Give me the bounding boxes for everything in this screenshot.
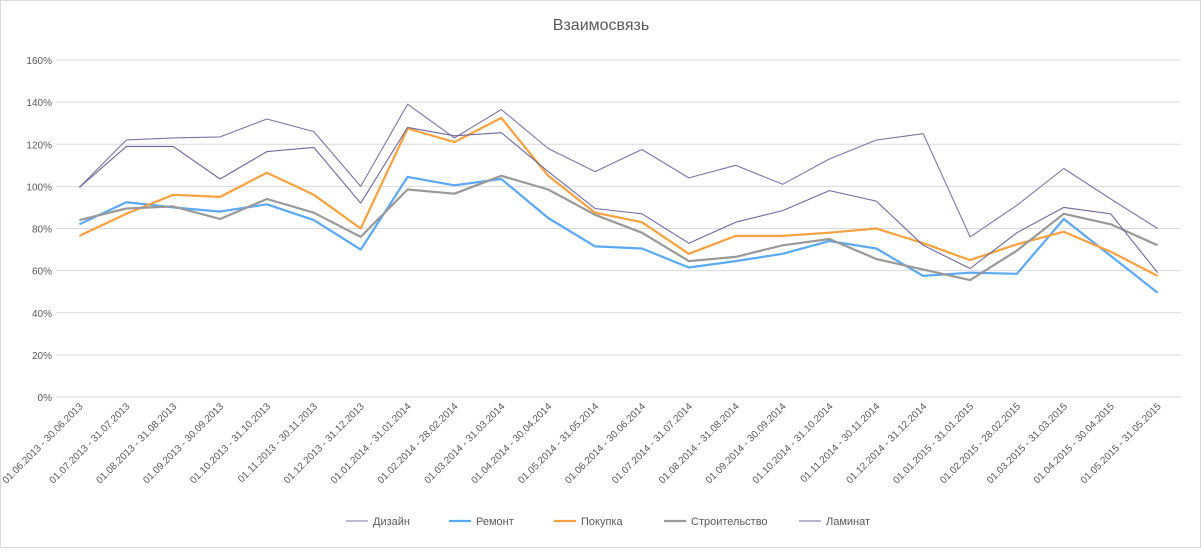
x-tick-label: 01.05.2014 - 31.05.2014 xyxy=(516,401,601,486)
x-tick-label: 01.06.2013 - 30.06.2013 xyxy=(1,401,86,486)
y-tick-label: 160% xyxy=(26,56,52,67)
y-tick-label: 60% xyxy=(32,267,52,278)
legend-item: Ламинат xyxy=(799,516,870,528)
legend-label: Ламинат xyxy=(826,516,870,528)
y-tick-label: 140% xyxy=(26,98,52,109)
x-tick-label: 01.12.2013 - 31.12.2013 xyxy=(282,401,367,486)
x-tick-label: 01.02.2014 - 28.02.2014 xyxy=(376,401,461,486)
legend-label: Дизайн xyxy=(373,516,410,528)
x-tick-label: 01.11.2014 - 30.11.2014 xyxy=(799,401,883,485)
x-tick-label: 01.03.2014 - 31.03.2014 xyxy=(423,401,508,486)
legend-label: Покупка xyxy=(581,516,623,528)
x-tick-label: 01.05.2015 - 31.05.2015 xyxy=(1079,401,1164,486)
x-tick-label: 01.11.2013 - 30.11.2013 xyxy=(236,401,320,485)
y-tick-label: 20% xyxy=(32,351,52,362)
x-tick-label: 01.06.2014 - 30.06.2014 xyxy=(563,401,648,486)
y-tick-label: 40% xyxy=(32,309,52,320)
x-tick-label: 01.03.2015 - 31.03.2015 xyxy=(985,401,1070,486)
legend-item: Покупка xyxy=(554,516,623,528)
y-tick-label: 80% xyxy=(32,225,52,236)
x-tick-label: 01.10.2013 - 31.10.2013 xyxy=(188,401,273,486)
series-line-2 xyxy=(79,118,1157,276)
legend-item: Ремонт xyxy=(449,516,514,528)
legend-item: Дизайн xyxy=(346,516,410,528)
x-tick-label: 01.02.2015 - 28.02.2015 xyxy=(938,401,1023,486)
y-tick-label: 0% xyxy=(38,393,53,404)
x-tick-label: 01.08.2014 - 31.08.2014 xyxy=(657,401,742,486)
x-tick-label: 01.12.2014 - 31.12.2014 xyxy=(844,401,929,486)
series-line-3 xyxy=(79,176,1157,280)
legend-item: Строительство xyxy=(664,516,768,528)
x-tick-label: 01.04.2014 - 30.04.2014 xyxy=(469,401,554,486)
series-line-1 xyxy=(79,177,1157,293)
x-tick-label: 01.01.2014 - 31.01.2014 xyxy=(329,401,414,486)
x-tick-label: 01.08.2013 - 31.08.2013 xyxy=(94,401,179,486)
legend-label: Ремонт xyxy=(476,516,514,528)
x-tick-label: 01.10.2014 - 31.10.2014 xyxy=(751,401,836,486)
x-tick-label: 01.04.2015 - 30.04.2015 xyxy=(1032,401,1117,486)
x-tick-label: 01.09.2013 - 30.09.2013 xyxy=(141,401,226,486)
chart-title: Взаимосвязь xyxy=(553,17,649,34)
x-tick-label: 01.01.2015 - 31.01.2015 xyxy=(891,401,976,486)
x-tick-label: 01.07.2014 - 31.07.2014 xyxy=(610,401,695,486)
x-tick-label: 01.09.2014 - 30.09.2014 xyxy=(704,401,789,486)
legend-label: Строительство xyxy=(691,516,768,528)
x-tick-label: 01.07.2013 - 31.07.2013 xyxy=(48,401,133,486)
y-tick-label: 120% xyxy=(26,140,52,151)
y-tick-label: 100% xyxy=(26,182,52,193)
